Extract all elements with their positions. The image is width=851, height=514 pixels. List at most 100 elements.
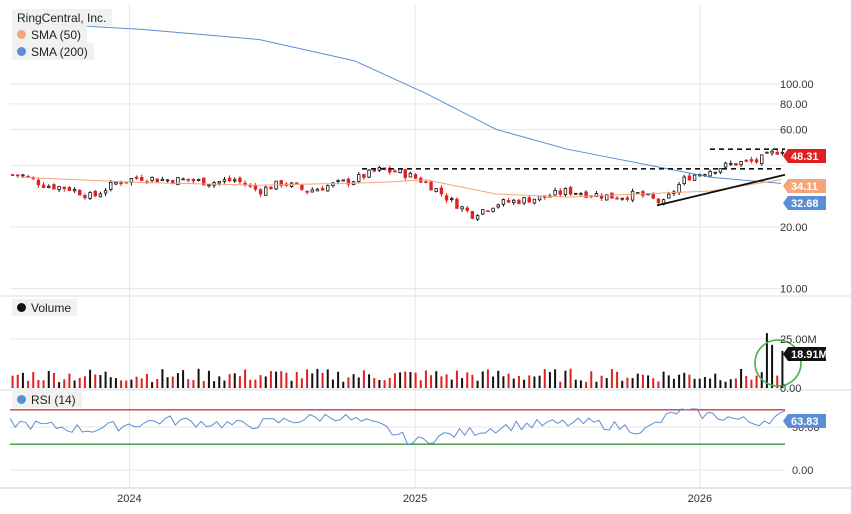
volume-bar xyxy=(187,379,190,388)
sma50-line xyxy=(20,176,782,198)
volume-bar xyxy=(647,375,650,388)
volume-bar xyxy=(662,371,665,388)
volume-bar xyxy=(745,376,748,388)
volume-bar xyxy=(109,377,112,388)
candle-body xyxy=(522,197,526,204)
volume-bar xyxy=(362,370,365,388)
axes: 2024 2025 2026 100.00 80.00 60.00 20.00 10.00 25… xyxy=(117,79,819,505)
candle-body xyxy=(506,200,511,203)
volume-bar xyxy=(311,373,314,388)
sma50-label: SMA (50) xyxy=(31,27,82,42)
sma200-line xyxy=(20,21,782,184)
candle-body xyxy=(98,193,103,198)
volume-bar xyxy=(445,374,448,388)
volume-bar xyxy=(579,380,582,388)
x-tick-label: 2024 xyxy=(117,493,141,505)
candle-body xyxy=(36,179,41,186)
volume-bar xyxy=(42,380,45,388)
volume-bar xyxy=(78,377,81,388)
volume-bar xyxy=(275,371,278,388)
last-price-badge-shape xyxy=(783,149,826,163)
legend-rsi: RSI (14) xyxy=(12,391,82,408)
rsi-line xyxy=(9,408,786,446)
rsi-badge: 63.83 xyxy=(783,414,826,428)
candle-body xyxy=(718,168,723,173)
volume-bar xyxy=(306,369,309,388)
volume-tick-label: 25.00M xyxy=(780,334,817,346)
candle-body xyxy=(207,184,211,187)
volume-bar xyxy=(466,372,469,388)
candle-body xyxy=(165,179,170,182)
candle-body xyxy=(682,176,686,185)
volume-bar xyxy=(171,376,174,388)
price-tick-label: 20.00 xyxy=(780,222,808,234)
candle-body xyxy=(109,181,113,190)
volume-bar xyxy=(213,381,216,388)
candle-body xyxy=(568,187,573,195)
candle-body xyxy=(331,182,335,187)
candle-body xyxy=(729,162,733,165)
volume-bar xyxy=(543,369,546,388)
volume-bar xyxy=(285,372,288,388)
candle-body xyxy=(739,161,743,166)
candle-body xyxy=(181,178,185,181)
candle-body xyxy=(47,185,51,188)
candle-body xyxy=(357,174,361,182)
candle-body xyxy=(238,177,242,183)
volume-bar xyxy=(528,375,531,388)
volume-bar xyxy=(667,375,670,388)
volume-bar xyxy=(523,379,526,388)
volume-bar xyxy=(621,380,624,388)
candle-body xyxy=(253,185,258,190)
candle-body xyxy=(362,173,366,178)
price-tick-label: 60.00 xyxy=(780,124,808,136)
candle-body xyxy=(677,184,681,194)
volume-bar xyxy=(47,370,50,388)
candle-body xyxy=(496,204,500,208)
candle-body xyxy=(134,176,139,179)
candle-body xyxy=(222,179,227,182)
candle-body xyxy=(424,181,428,184)
candle-body xyxy=(470,211,475,219)
volume-bar xyxy=(512,378,515,388)
candle-body xyxy=(760,154,764,165)
candle-body xyxy=(429,181,433,191)
volume-bar xyxy=(300,378,303,388)
volume-bar xyxy=(698,378,701,388)
candle-body xyxy=(413,174,418,179)
volume-bar xyxy=(455,370,458,388)
legend-sma50: SMA (50) xyxy=(12,26,88,43)
volume-bar xyxy=(161,369,164,388)
volume-bar xyxy=(182,370,185,388)
candle-body xyxy=(372,169,376,172)
volume-bar xyxy=(352,374,355,388)
volume-bar xyxy=(228,374,231,388)
volume-label: Volume xyxy=(31,300,72,315)
volume-bar xyxy=(740,368,743,388)
volume-bar xyxy=(233,373,236,388)
highlight-circle-icon xyxy=(754,339,802,387)
volume-bar xyxy=(280,371,283,388)
candle-body xyxy=(656,198,661,203)
volume-bar xyxy=(450,379,453,388)
volume-bar xyxy=(471,374,474,388)
candle-body xyxy=(651,194,655,199)
candle-body xyxy=(16,174,20,177)
candle-body xyxy=(279,180,283,186)
sma200-badge-shape xyxy=(783,196,826,210)
volume-bar xyxy=(21,372,24,388)
candle-body xyxy=(667,193,671,199)
volume-bar xyxy=(688,374,691,388)
candle-body xyxy=(455,198,459,209)
candle-body xyxy=(10,174,15,176)
volume-bar xyxy=(373,378,376,388)
candle-body xyxy=(512,199,516,203)
rsi-label: RSI (14) xyxy=(31,392,76,407)
volume-bar xyxy=(249,379,252,388)
support-trendline xyxy=(656,173,786,207)
candle-body xyxy=(749,159,754,162)
volume-bar xyxy=(765,333,768,388)
candle-body xyxy=(450,198,454,200)
volume-bar xyxy=(254,379,257,388)
candle-body xyxy=(72,189,77,192)
